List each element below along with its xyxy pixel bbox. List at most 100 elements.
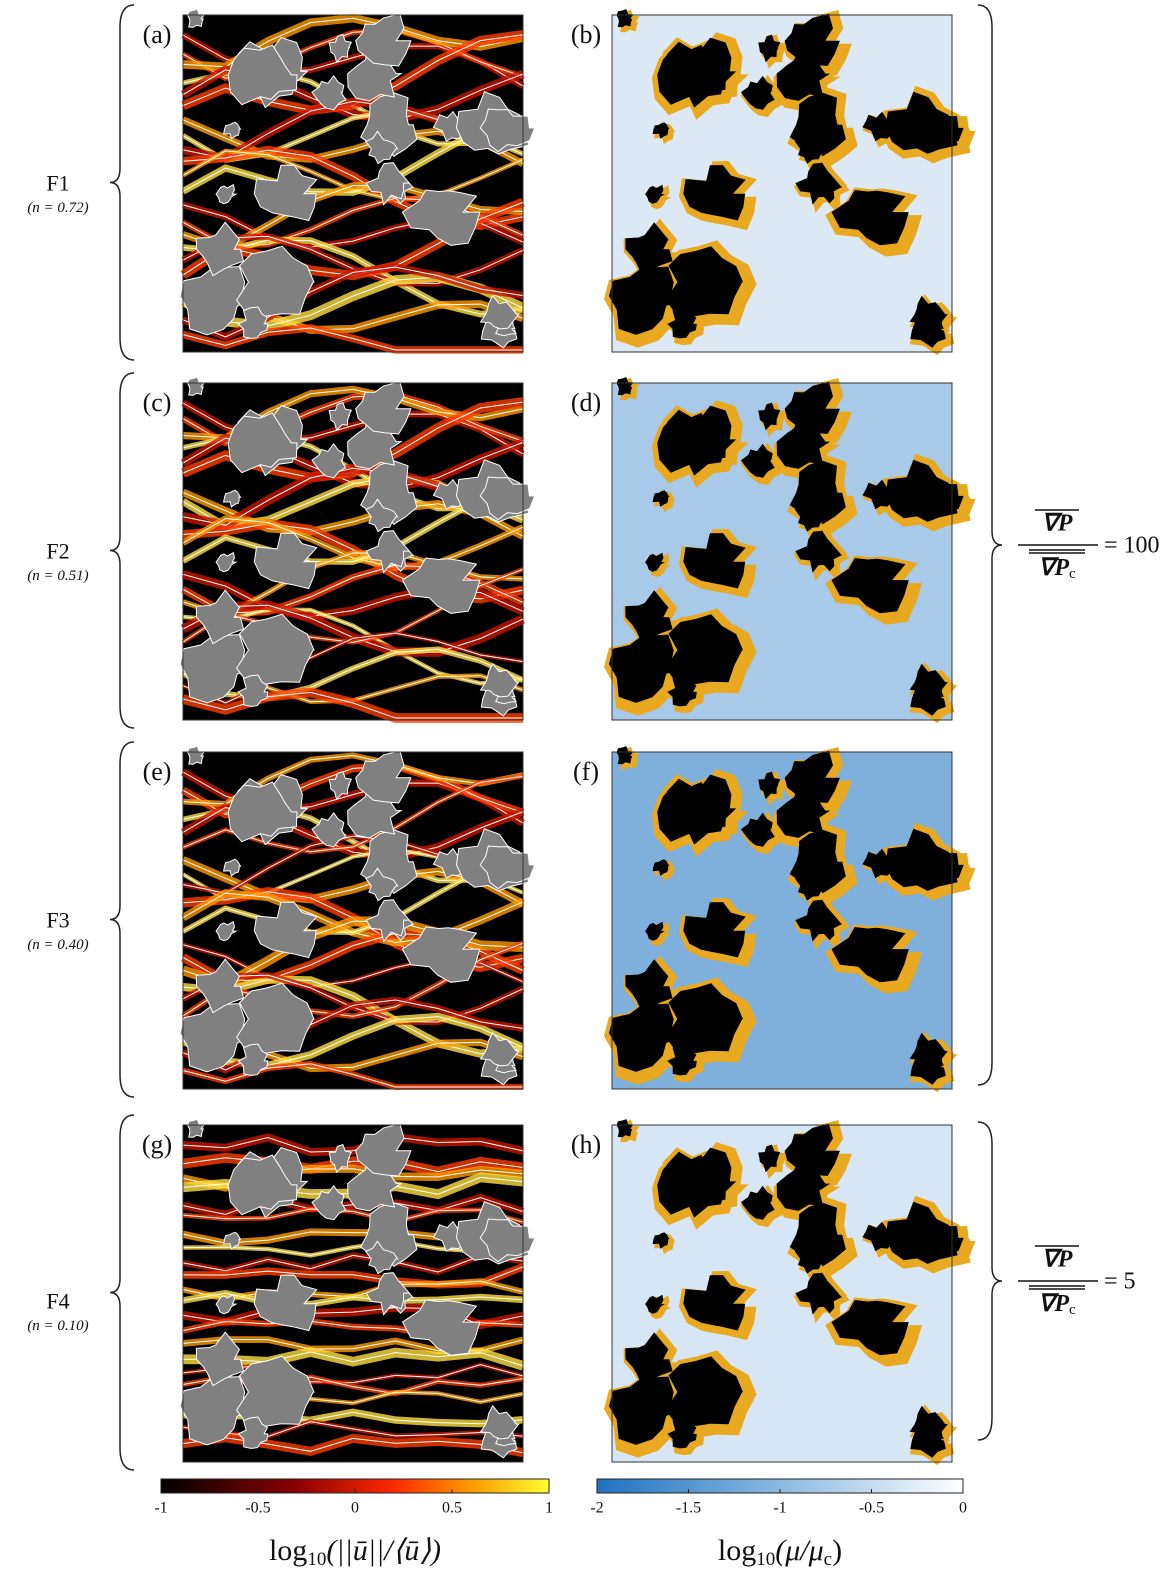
solid-grain [227, 412, 298, 474]
solid-grain [195, 1331, 245, 1387]
fluid-index: (n = 0.72) [27, 200, 88, 216]
solid-grain [616, 1119, 634, 1138]
solid-grain [215, 920, 238, 942]
streamline [182, 1307, 524, 1326]
streamline [182, 691, 523, 719]
panel-frame [611, 751, 953, 1090]
brace [109, 4, 135, 361]
streamline [182, 1157, 524, 1173]
panel-frame [611, 14, 953, 353]
fluid-name: F1 [46, 171, 69, 196]
solid-grain [909, 109, 964, 152]
solid-grain [215, 551, 238, 573]
solid-grain [609, 634, 685, 703]
solid-grain [652, 490, 670, 507]
colorbar-tick-label: -0.5 [859, 1500, 884, 1517]
pressure-relation: = 100 [1104, 533, 1160, 559]
solid-grain [195, 958, 245, 1014]
solid-grain [784, 381, 840, 434]
solid-grain [355, 381, 412, 435]
solid-grain [683, 165, 746, 221]
panel-label: (f) [573, 757, 599, 786]
solid-grain [187, 8, 206, 28]
solid-grain [645, 184, 665, 204]
solid-grain [740, 75, 775, 110]
solid-grain [784, 1123, 840, 1176]
solid-grain [909, 1405, 948, 1439]
solid-grain [652, 1232, 670, 1249]
solid-grain [740, 443, 775, 478]
solid-grain [235, 982, 315, 1054]
solid-grain [795, 530, 839, 573]
solid-grain [355, 13, 412, 67]
solid-grain [683, 533, 746, 589]
brace [977, 4, 1003, 1086]
velocity-panel [179, 8, 536, 354]
streamline [182, 564, 524, 614]
panel-label: (e) [143, 757, 172, 786]
solid-grain [365, 130, 399, 165]
brace [109, 372, 135, 729]
solid-grain [909, 846, 964, 889]
velocity-panel [179, 1118, 536, 1463]
solid-grain [253, 1274, 318, 1332]
solid-grain [667, 1417, 697, 1449]
colorbar-tick-label: -2 [590, 1500, 603, 1517]
solid-grain [683, 902, 746, 958]
solid-grain [179, 1003, 257, 1073]
solid-grain [187, 1118, 206, 1138]
solid-grain [179, 634, 257, 704]
solid-grain [237, 1043, 269, 1076]
velocity-panel [179, 745, 536, 1090]
solid-grain [311, 74, 347, 111]
solid-grain [758, 34, 781, 63]
label-argument: (μ/μ [775, 1534, 823, 1567]
solid-grain [625, 959, 673, 1013]
solid-grain [311, 1184, 347, 1221]
solid-grain [645, 921, 665, 941]
solid-grain [215, 183, 238, 205]
solid-grain [667, 1044, 697, 1076]
solid-grain [652, 859, 670, 876]
solid-grain [609, 1003, 685, 1072]
fluid-index: (n = 0.40) [27, 937, 88, 953]
panel-label: (d) [571, 388, 601, 417]
solid-grain [479, 108, 536, 153]
solid-grain [740, 812, 775, 847]
streamline [182, 517, 524, 569]
colorbar-tick-label: 1 [545, 1500, 553, 1517]
fluid-index: (n = 0.10) [27, 1318, 88, 1334]
denominator-subscript: c [1069, 1302, 1076, 1318]
fluid-name: F2 [46, 539, 69, 564]
label-subscript: c [824, 1549, 832, 1570]
solid-grain [355, 750, 412, 804]
solid-grain [235, 245, 315, 317]
viscosity-panel [604, 377, 976, 724]
colorbar-tick-label: -1 [154, 1500, 167, 1517]
solid-grain [365, 1240, 399, 1275]
solid-grain [237, 674, 269, 707]
solid-grain [401, 926, 481, 983]
solid-grain [665, 246, 743, 317]
panel-label: (h) [571, 1130, 601, 1159]
solid-grain [683, 1275, 746, 1331]
solid-grain [909, 1032, 948, 1066]
solid-grain [616, 746, 634, 765]
solid-grain [862, 1221, 893, 1252]
label-function: log [718, 1534, 756, 1567]
solid-grain [365, 1272, 411, 1316]
streamline [182, 632, 524, 704]
solid-grain [657, 1155, 726, 1215]
solid-grain [253, 901, 318, 959]
denominator-symbol: ∇P [1038, 1291, 1069, 1317]
colorbar-label: log10(μ/μc) [718, 1534, 842, 1570]
solid-grain [222, 858, 242, 877]
streamline [182, 1063, 523, 1088]
solid-grain [365, 498, 399, 533]
solid-grain [831, 190, 909, 246]
solid-grain [909, 295, 948, 329]
solid-grain [625, 222, 673, 276]
streamline [182, 999, 524, 1071]
panel-frame [611, 382, 953, 721]
solid-grain [909, 1219, 964, 1262]
